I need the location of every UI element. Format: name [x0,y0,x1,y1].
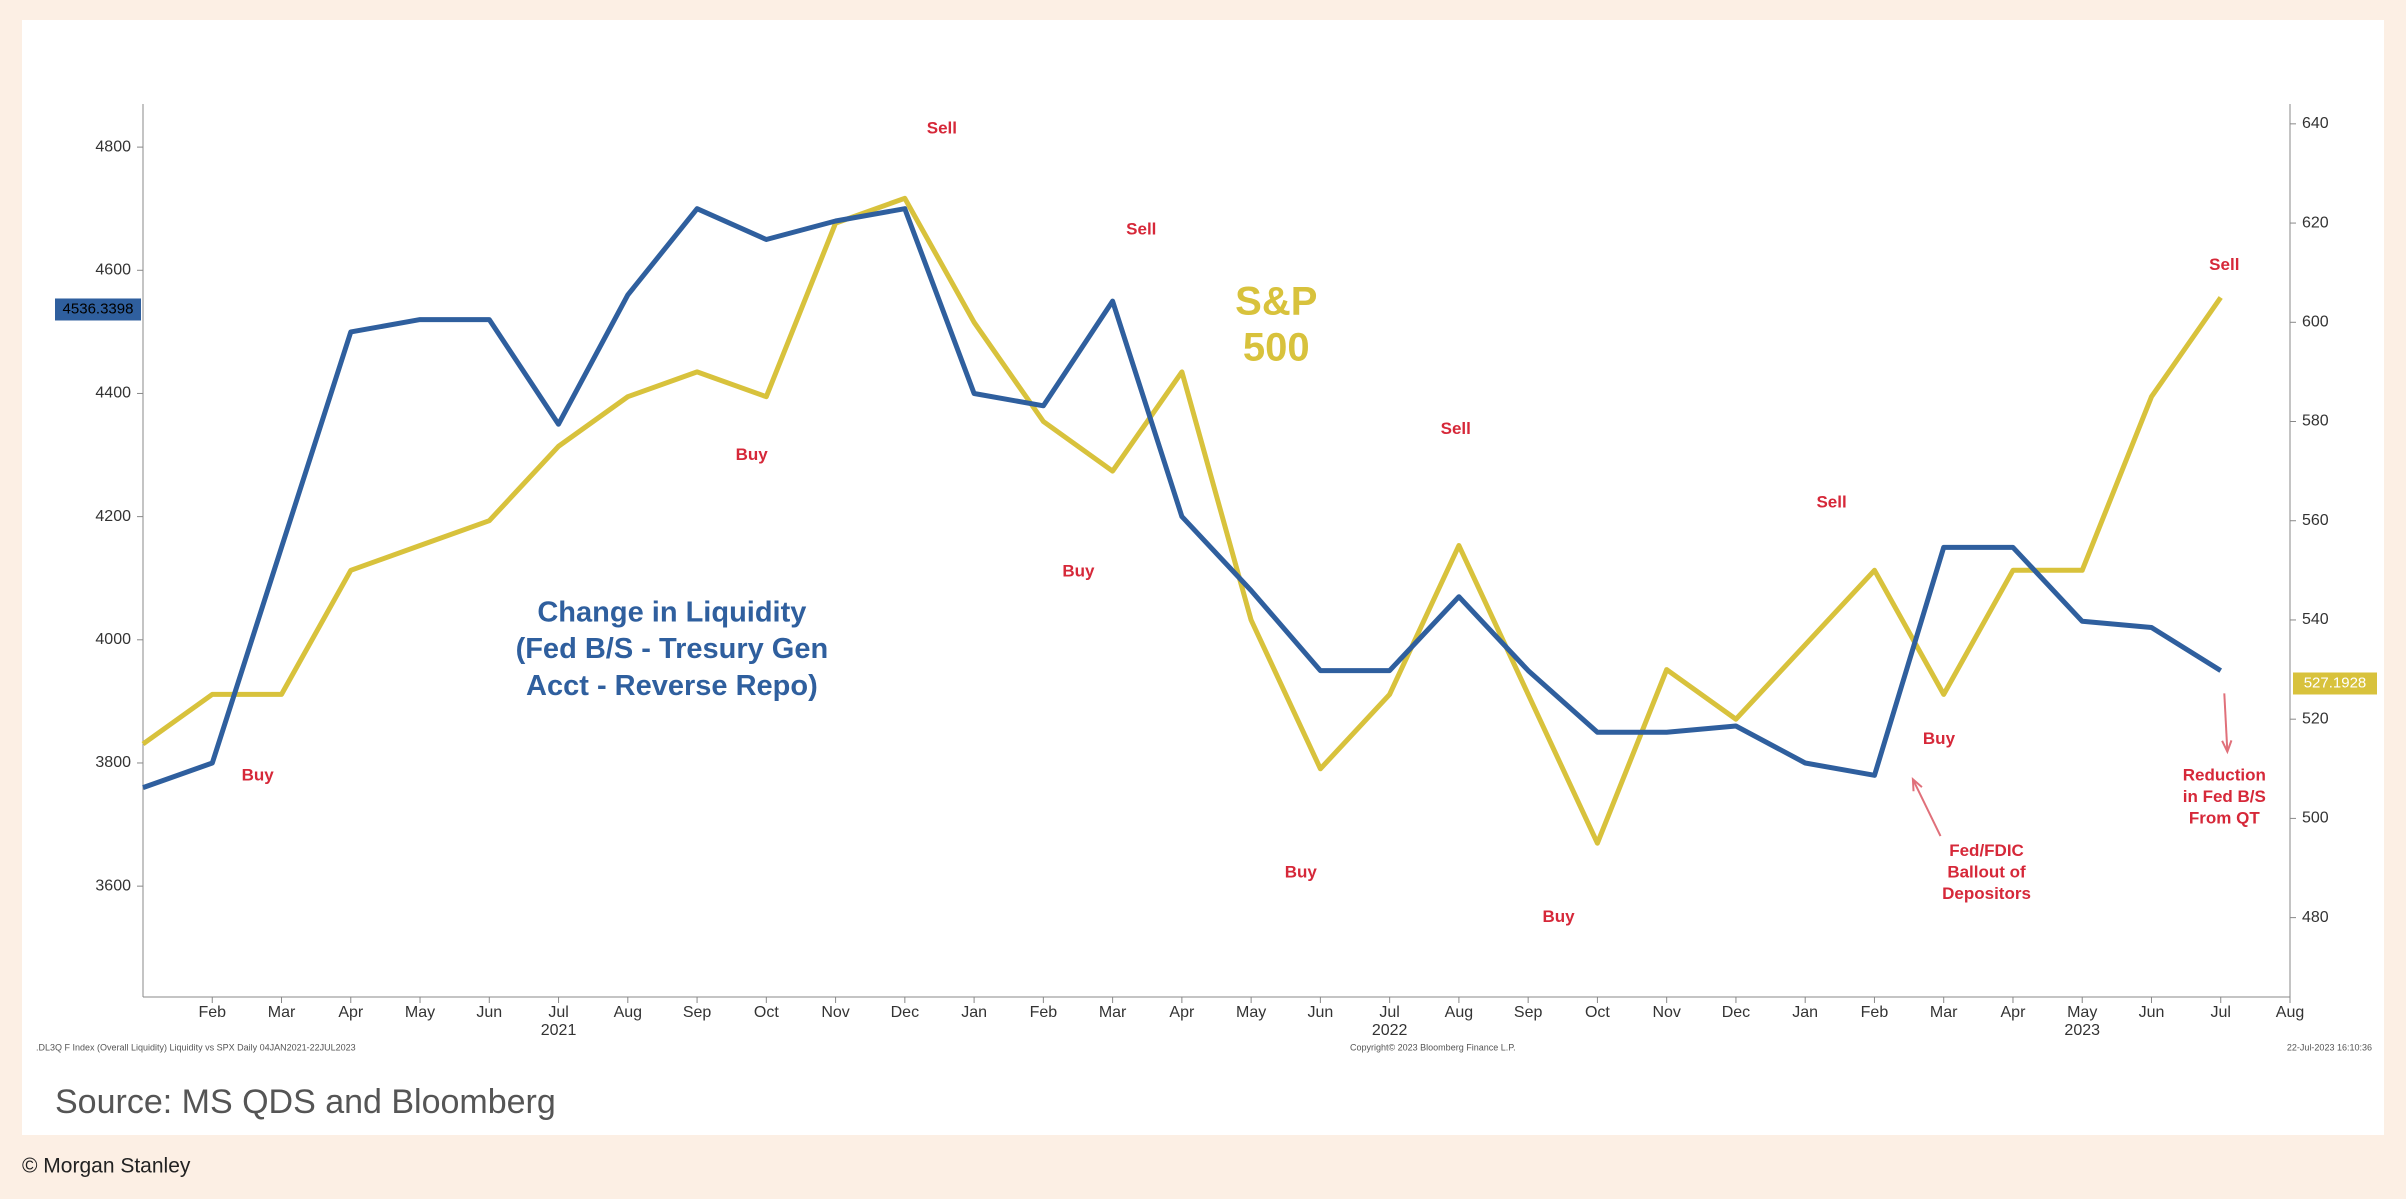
annotation: Buy [242,766,275,785]
annotation: in Fed B/S [2183,787,2266,806]
x-tick-label: Dec [1722,1004,1750,1021]
x-tick-label: Apr [338,1004,364,1021]
x-tick-label: Aug [2276,1004,2304,1021]
y-tick-label: 3800 [95,754,131,771]
annotation: Buy [1923,729,1956,748]
x-tick-label: Dec [891,1004,919,1021]
x-tick-label: Oct [754,1004,779,1021]
last-value-box [55,298,141,321]
x-year-label: 2021 [541,1022,577,1039]
annotation: Sell [1816,493,1846,512]
x-year-label: 2022 [1372,1022,1408,1039]
last-value: 527.1928 [2304,674,2367,691]
x-tick-label: Jul [2211,1004,2231,1021]
x-tick-label: May [1236,1004,1266,1021]
y-tick-label: 4600 [95,262,131,279]
y2-tick-label: 520 [2302,710,2329,727]
annotation: Buy [1062,562,1095,581]
x-tick-label: Sep [683,1004,712,1021]
annotation: Sell [2209,255,2239,274]
y-tick-label: 4400 [95,385,131,402]
annotation: Fed/FDIC [1949,841,2024,860]
y2-tick-label: 540 [2302,611,2329,628]
annotation: Buy [736,445,769,464]
x-tick-label: Jun [1307,1004,1333,1021]
x-tick-label: Apr [2001,1004,2027,1021]
annotation: Reduction [2183,766,2266,785]
copyright: © Morgan Stanley [22,1155,191,1178]
x-tick-label: Sep [1514,1004,1543,1021]
last-value: 4536.3398 [63,300,134,317]
annotation: From QT [2189,809,2260,828]
y2-tick-label: 560 [2302,512,2329,529]
x-tick-label: Jan [1792,1004,1818,1021]
annotation: Ballout of [1947,862,2026,881]
x-tick-label: Jul [548,1004,568,1021]
x-tick-label: Mar [1930,1004,1958,1021]
y-tick-label: 4000 [95,631,131,648]
x-tick-label: May [2067,1004,2097,1021]
x-year-label: 2023 [2064,1022,2100,1039]
annotation: Depositors [1942,884,2031,903]
x-tick-label: Feb [1861,1004,1889,1021]
footer-left: .DL3Q F Index (Overall Liquidity) Liquid… [36,1042,356,1052]
x-tick-label: Feb [1030,1004,1058,1021]
y-tick-label: 4200 [95,508,131,525]
x-tick-label: Jun [476,1004,502,1021]
x-tick-label: Aug [1445,1004,1473,1021]
last-value-box [2293,672,2377,695]
y2-tick-label: 600 [2302,314,2329,331]
series-label: Acct - Reverse Repo) [526,670,818,702]
x-tick-label: Mar [1099,1004,1127,1021]
y2-tick-label: 580 [2302,413,2329,430]
footer-center: Copyright© 2023 Bloomberg Finance L.P. [1350,1042,1516,1052]
annotation: Sell [1126,220,1156,239]
x-tick-label: Mar [268,1004,296,1021]
x-tick-label: Apr [1169,1004,1195,1021]
source: Source: MS QDS and Bloomberg [55,1083,556,1121]
series-label: (Fed B/S - Tresury Gen [516,633,829,665]
y2-tick-label: 480 [2302,909,2329,926]
footer-right: 22-Jul-2023 16:10:36 [2287,1042,2372,1052]
card [22,20,2384,1135]
annotation: Buy [1285,862,1318,881]
annotation: Buy [1542,907,1575,926]
series-line [141,195,2223,846]
y-tick-label: 3600 [95,877,131,894]
x-tick-label: Nov [1652,1004,1680,1021]
series-label: S&P [1235,279,1317,323]
series-label: 500 [1243,325,1310,369]
annotation: Sell [1441,419,1471,438]
arrow-head [1911,776,1923,792]
y2-tick-label: 500 [2302,810,2329,827]
x-tick-label: Feb [198,1004,226,1021]
y2-tick-label: 620 [2302,214,2329,231]
annotation-arrow [1911,778,1942,837]
annotation: Sell [927,118,957,137]
x-tick-label: Jun [2139,1004,2165,1021]
x-tick-label: Oct [1585,1004,1610,1021]
y2-tick-label: 640 [2302,115,2329,132]
x-tick-label: Nov [821,1004,849,1021]
arrow-head [2221,740,2233,755]
x-tick-label: Jul [1379,1004,1399,1021]
y-tick-label: 4800 [95,138,131,155]
x-tick-label: Aug [614,1004,642,1021]
series-line [142,206,2223,790]
x-tick-label: Jan [961,1004,987,1021]
annotation-arrow [2223,693,2229,752]
series-label: Change in Liquidity [537,596,806,628]
x-tick-label: May [405,1004,435,1021]
